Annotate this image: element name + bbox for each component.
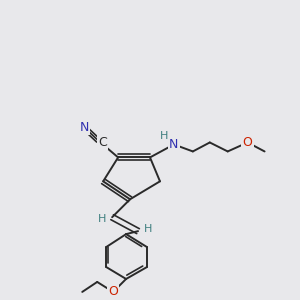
Text: O: O	[108, 285, 118, 298]
Text: H: H	[144, 224, 152, 234]
Text: N: N	[169, 138, 178, 151]
Text: C: C	[98, 136, 106, 149]
Text: O: O	[243, 136, 253, 149]
Text: N: N	[80, 121, 89, 134]
Text: H: H	[98, 214, 106, 224]
Text: H: H	[160, 131, 168, 142]
